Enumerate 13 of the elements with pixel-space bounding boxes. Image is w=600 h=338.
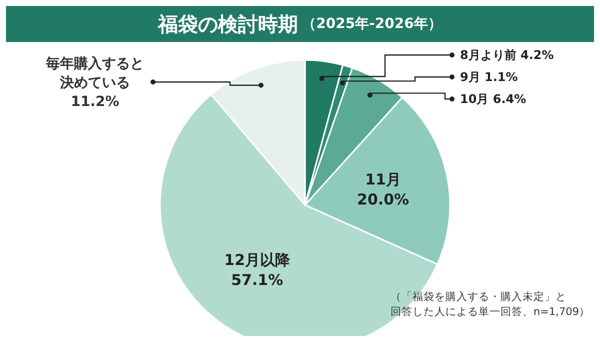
chart-title: 福袋の検討時期 [158, 10, 298, 38]
text: 回答した人による単一回答、n=1,709） [390, 305, 590, 320]
slice-label: 毎年購入すると決めている [45, 56, 144, 91]
data-label: 11.2% [70, 94, 120, 110]
data-label: 57.1% [231, 270, 284, 289]
text: （「福袋を購入する・購入未定」と [390, 290, 568, 305]
data-label: 20.0% [357, 190, 410, 209]
slice-label: 11月 [365, 170, 401, 189]
chart-subtitle: （2025年-2026年） [302, 15, 442, 33]
slice-label: 12月以降 [224, 250, 292, 269]
slice-label: 10月 6.4% [460, 92, 526, 106]
slice-label: 9月 1.1% [460, 70, 518, 84]
slice-label: 8月より前 4.2% [460, 48, 554, 62]
